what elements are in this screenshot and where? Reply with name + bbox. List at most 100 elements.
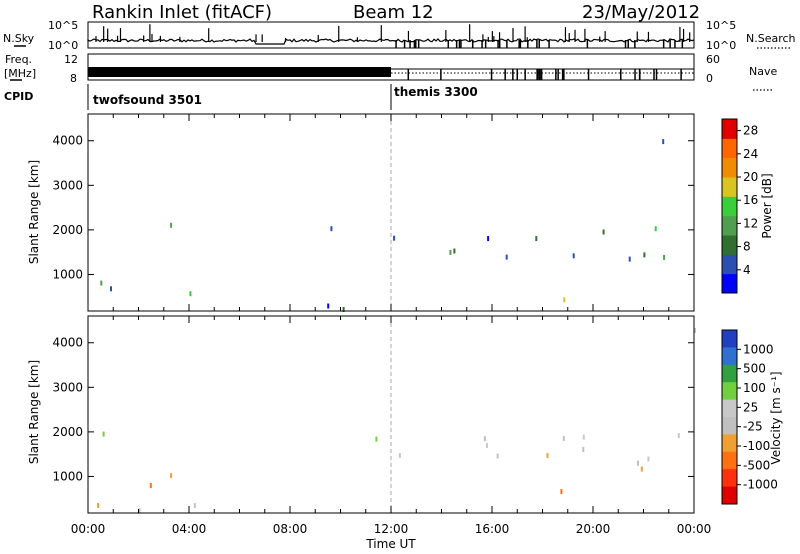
power-colorbar-step: [722, 177, 737, 197]
heatmap-cell: [487, 236, 490, 242]
velocity-colorbar-step: [722, 451, 737, 470]
x-tick-label: 00:00: [71, 522, 106, 536]
date-label: 23/May/2012: [582, 2, 700, 23]
x-tick-label: 16:00: [475, 522, 510, 536]
y-tick-label: 3000: [52, 178, 83, 192]
heatmap-cell: [102, 431, 105, 437]
heatmap-cell: [189, 291, 192, 297]
power-colorbar-step: [722, 215, 737, 236]
power-axes: 1000 2000 3000 4000: [52, 114, 695, 311]
velocity-colorbar-frame: [721, 329, 738, 505]
cpid-label: CPID: [4, 90, 33, 103]
velocity-xlabel: Time UT: [365, 537, 416, 551]
power-colorbar-tick-label: 20: [743, 170, 758, 184]
heatmap-cell: [572, 253, 575, 259]
y-tick-label: 2000: [52, 425, 83, 439]
velocity-colorbar-tick-label: 100: [743, 381, 766, 395]
heatmap-cell: [563, 297, 566, 303]
heatmap-cell: [496, 453, 499, 459]
velocity-colorbar-step: [722, 347, 737, 366]
velocity-colorbar-tick-label: -1000: [743, 478, 778, 492]
cpid-segment-2: themis 3300: [394, 85, 478, 99]
x-tick-label: 08:00: [273, 522, 308, 536]
velocity-colorbar-step: [722, 382, 737, 401]
velocity-colorbar-step: [722, 399, 737, 418]
noise-panel-frame: [87, 21, 695, 49]
power-colorbar-tick-label: 12: [743, 216, 758, 230]
heatmap-cell: [640, 466, 643, 472]
heatmap-cell: [138, 508, 141, 514]
y-tick-label: 1000: [52, 469, 83, 483]
heatmap-cell: [628, 256, 631, 262]
velocity-colorbar-tick-label: -500: [743, 458, 770, 472]
heatmap-cell: [582, 447, 585, 452]
heatmap-cell: [170, 473, 173, 479]
heatmap-cell: [110, 286, 112, 292]
heatmap-cell: [663, 254, 666, 260]
heatmap-cell: [602, 229, 605, 235]
velocity-colorbar-step: [722, 364, 737, 383]
heatmap-cell: [562, 435, 565, 441]
x-tick-label: 12:00: [374, 522, 409, 536]
velocity-colorbar-step: [722, 469, 737, 488]
heatmap-cell: [342, 307, 345, 312]
power-colorbar-tick-label: 28: [743, 124, 758, 138]
heatmap-cell: [97, 503, 100, 508]
heatmap-cell: [170, 222, 173, 228]
heatmap-cell: [193, 503, 196, 509]
power-colorbar-tick-label: 24: [743, 147, 758, 161]
heatmap-cell: [546, 453, 549, 459]
velocity-colorbar-step: [722, 486, 737, 505]
power-colorbar-tick-label: 8: [743, 240, 751, 254]
velocity-colorbar-step: [722, 330, 737, 348]
velocity-colorbar-label: Velocity [m s⁻¹]: [769, 371, 783, 464]
y-tick-label: 2000: [52, 223, 83, 237]
power-heatmap-data: [100, 139, 666, 312]
y-tick-label: 3000: [52, 380, 83, 394]
heatmap-cell: [662, 139, 665, 145]
y-tick-label: 4000: [52, 336, 83, 350]
nsky-tick-bottom: 10^0: [48, 39, 78, 52]
velocity-colorbar-tick-label: 500: [743, 362, 766, 376]
station-title: Rankin Inlet (fitACF): [92, 2, 272, 23]
noise-traces: [87, 24, 695, 48]
heatmap-cell: [483, 436, 486, 442]
freq-traces: [88, 67, 694, 80]
heatmap-cell: [375, 436, 378, 442]
heatmap-cell: [330, 226, 333, 232]
velocity-colorbar-tick-label: 1000: [743, 342, 774, 356]
power-colorbar-label: Power [dB]: [760, 173, 774, 238]
velocity-heatmap-data: [97, 328, 696, 514]
velocity-ylabel: Slant Range [km]: [27, 360, 41, 464]
beam-label: Beam 12: [353, 2, 434, 23]
nave-tick-bottom: 0: [706, 72, 713, 85]
power-colorbar-step: [722, 157, 737, 178]
velocity-colorbar: 1000 500 100 25 -25 -100 -500 -1000: [722, 330, 778, 505]
power-colorbar-frame: [721, 118, 738, 294]
velocity-axes: 1000 2000 3000 4000 00:00 04:00 08:00 12:00 16:0…: [52, 316, 711, 536]
power-colorbar-step: [722, 235, 737, 255]
power-colorbar-step: [722, 273, 737, 294]
heatmap-cell: [398, 453, 401, 459]
heatmap-cell: [560, 489, 563, 495]
heatmap-cell: [485, 443, 488, 449]
nsearch-tick-bottom: 10^0: [706, 39, 736, 52]
heatmap-cell: [449, 249, 452, 255]
heatmap-cell: [327, 303, 330, 309]
freq-tick-top: 12: [64, 53, 78, 66]
heatmap-cell: [100, 280, 103, 286]
heatmap-cell: [535, 236, 538, 242]
heatmap-cell: [643, 252, 646, 258]
nsearch-tick-top: 10^5: [706, 19, 736, 32]
nsky-label: N.Sky: [3, 32, 35, 45]
heatmap-cell: [393, 235, 396, 241]
cpid-segment-1: twofsound 3501: [93, 93, 202, 107]
heatmap-cell: [654, 226, 657, 232]
power-colorbar-step: [722, 119, 737, 139]
velocity-colorbar-step: [722, 417, 737, 435]
power-colorbar-step: [722, 254, 737, 275]
power-colorbar-step: [722, 196, 737, 217]
nsky-tick-top: 10^5: [48, 19, 78, 32]
heatmap-cell: [149, 483, 152, 489]
